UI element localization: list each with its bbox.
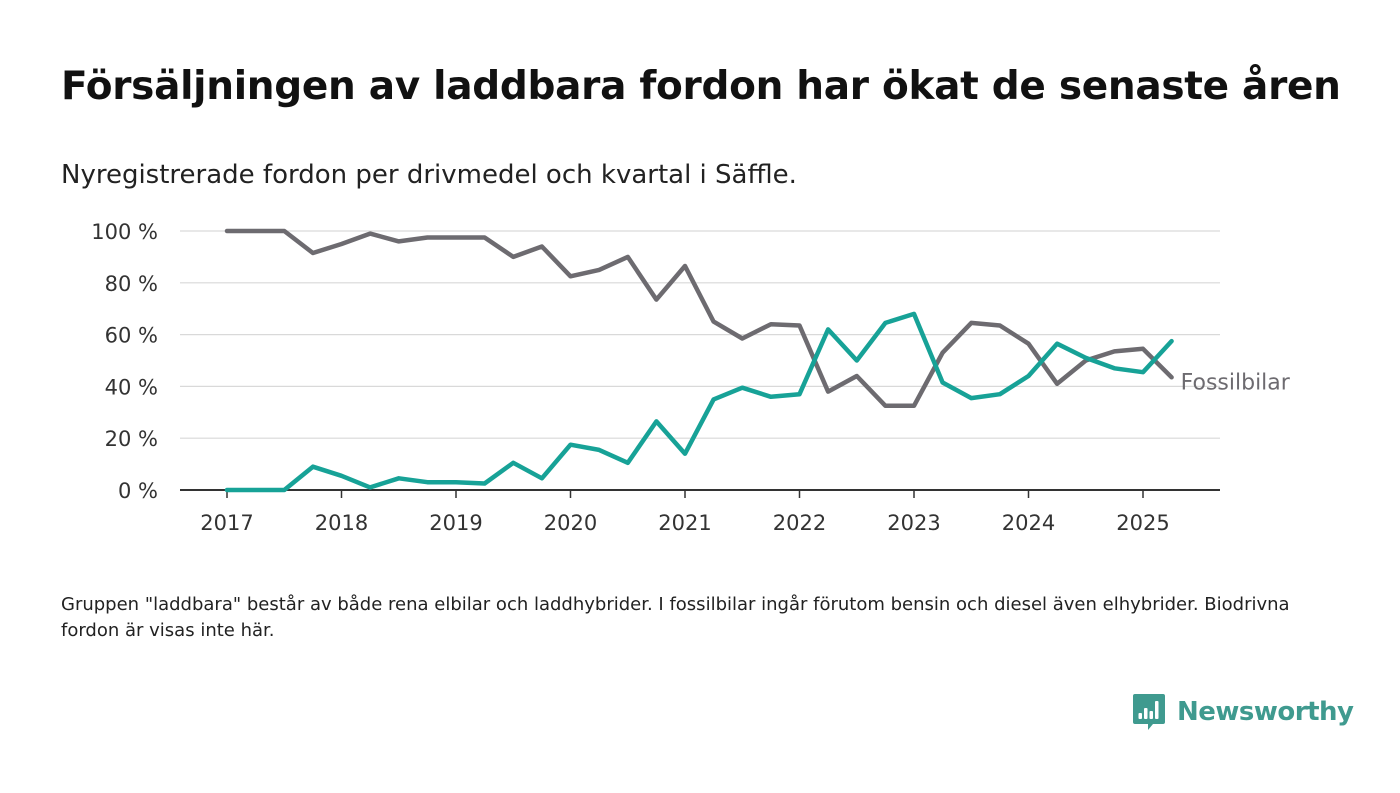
x-tick-label: 2023 xyxy=(887,511,940,535)
y-tick-label: 20 % xyxy=(105,427,158,451)
series-end-label-fossilbilar: Fossilbilar xyxy=(1181,370,1291,395)
y-tick-label: 80 % xyxy=(105,272,158,296)
y-tick-label: 0 % xyxy=(118,479,158,503)
series-line-fossilbilar xyxy=(224,228,1174,409)
x-tick-label: 2019 xyxy=(429,511,482,535)
y-axis-tick-labels: 0 % 20 % 40 % 60 % 80 % 100 % xyxy=(91,220,158,503)
footnote: Gruppen "laddbara" består av både rena e… xyxy=(61,594,1290,641)
x-tick-label: 2025 xyxy=(1116,511,1169,535)
y-tick-label: 40 % xyxy=(105,375,158,399)
series-line-laddbara xyxy=(224,311,1174,493)
x-tick-label: 2017 xyxy=(200,511,253,535)
y-tick-label: 60 % xyxy=(105,324,158,348)
gridlines xyxy=(180,230,1220,439)
x-tick-label: 2024 xyxy=(1002,511,1055,535)
x-tick-label: 2021 xyxy=(658,511,711,535)
y-tick-label: 100 % xyxy=(91,220,158,244)
newsworthy-logo-icon xyxy=(1133,694,1165,730)
brand-name: Newsworthy xyxy=(1177,697,1354,727)
x-tick-label: 2020 xyxy=(544,511,597,535)
series-end-labels: Fossilbilar xyxy=(1181,370,1291,395)
chart-title: Försäljningen av laddbara fordon har öka… xyxy=(61,64,1341,109)
chart-subtitle: Nyregistrerade fordon per drivmedel och … xyxy=(61,160,797,190)
x-axis: 2017 2018 2019 2020 2021 2022 2023 2024 2025 xyxy=(180,489,1220,535)
series-lines xyxy=(224,228,1174,493)
newsworthy-brand[interactable]: Newsworthy xyxy=(1132,690,1354,734)
x-tick-label: 2022 xyxy=(773,511,826,535)
x-tick-label: 2018 xyxy=(315,511,368,535)
line-chart: 0 % 20 % 40 % 60 % 80 % 100 % 2017 2018 2019 202… xyxy=(91,220,1291,535)
